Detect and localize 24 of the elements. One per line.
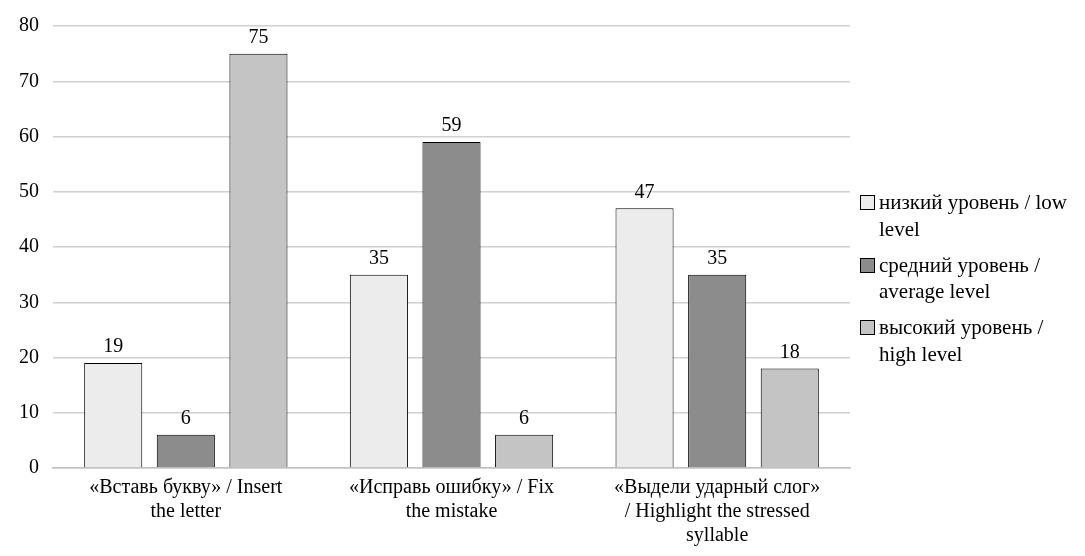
- data-label: 35: [707, 245, 728, 268]
- y-tick-label: 30: [19, 289, 39, 312]
- y-tick-label: 20: [19, 344, 39, 367]
- data-label: 47: [634, 179, 655, 202]
- y-tick-label: 40: [19, 234, 39, 257]
- data-label: 18: [779, 339, 800, 362]
- data-label: 6: [519, 406, 530, 429]
- data-label: 35: [368, 245, 389, 268]
- x-tick-label: «Вставь букву» / Insert the letter: [89, 475, 283, 522]
- y-tick-label: 60: [19, 123, 39, 146]
- legend-label: высокий уровень / high level: [879, 314, 1045, 367]
- x-tick-label: «Исправь ошибку» / Fix the mistake: [349, 475, 554, 522]
- y-tick-label: 50: [19, 179, 39, 201]
- data-label: 59: [441, 113, 462, 136]
- legend-label: средний уровень / average level: [879, 251, 1042, 305]
- y-tick-label: 80: [19, 13, 39, 36]
- y-tick-label: 10: [19, 400, 39, 422]
- y-tick-label: 0: [29, 455, 39, 478]
- legend-label: низкий уровень / low level: [879, 189, 1068, 242]
- data-label: 19: [103, 334, 124, 357]
- data-label: 6: [180, 406, 191, 429]
- data-label: 75: [248, 24, 269, 47]
- x-tick-label: «Выдели ударный слог» / Highlight the stressed syllable: [614, 475, 821, 547]
- y-tick-label: 70: [19, 68, 39, 91]
